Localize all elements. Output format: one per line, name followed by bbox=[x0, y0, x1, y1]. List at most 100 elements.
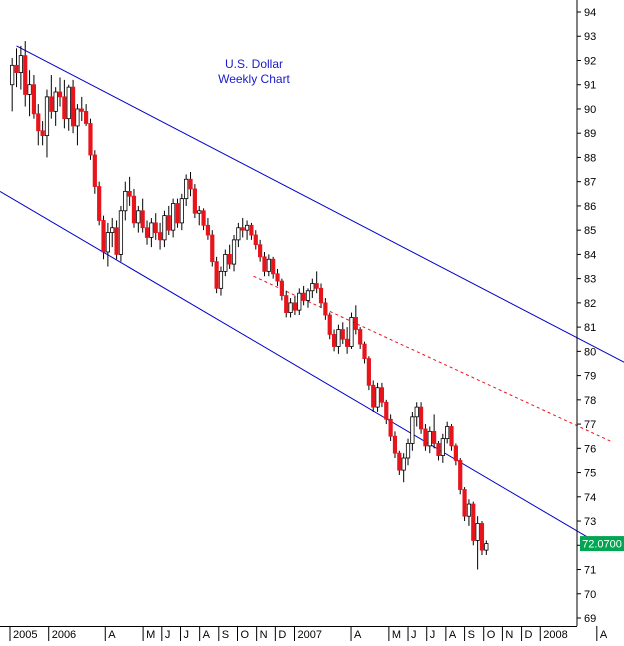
candle-body-up bbox=[10, 64, 15, 86]
candle-body-down bbox=[314, 283, 319, 289]
candle-body-down bbox=[79, 108, 84, 112]
candle bbox=[244, 220, 250, 240]
candle-body-down bbox=[262, 256, 267, 272]
candle bbox=[262, 251, 267, 277]
candle bbox=[410, 411, 415, 451]
candle bbox=[345, 327, 350, 354]
candle-body-up bbox=[305, 290, 311, 301]
candles bbox=[10, 41, 489, 570]
y-tick-label: 94 bbox=[584, 7, 596, 19]
candle bbox=[358, 327, 363, 349]
candle bbox=[423, 424, 428, 451]
candle-body-up bbox=[44, 96, 50, 137]
candle-body-down bbox=[345, 338, 350, 347]
candle-body-down bbox=[49, 96, 54, 112]
last-price-tag: 72.0700 bbox=[580, 536, 624, 552]
x-tick-label: O bbox=[487, 629, 496, 641]
candle bbox=[475, 516, 480, 570]
candle-body-down bbox=[70, 86, 76, 127]
candle bbox=[14, 48, 19, 88]
candle bbox=[114, 220, 119, 260]
y-tick-label: 77 bbox=[584, 419, 596, 431]
candle bbox=[227, 244, 232, 269]
candle bbox=[201, 208, 206, 231]
candle-body-down bbox=[384, 401, 389, 420]
candle-body-down bbox=[323, 302, 328, 316]
lower-channel-line bbox=[0, 190, 598, 544]
chart-title: U.S. Dollar bbox=[225, 57, 283, 71]
x-tick-label: N bbox=[505, 629, 513, 641]
candle-body-down bbox=[157, 232, 163, 241]
candle-body-down bbox=[362, 343, 367, 360]
candle-body-up bbox=[171, 203, 176, 231]
candle bbox=[414, 402, 419, 427]
candle-body-down bbox=[188, 178, 193, 190]
candle-body-down bbox=[153, 222, 158, 233]
candle-body-down bbox=[23, 55, 28, 95]
candle-body-down bbox=[418, 406, 424, 430]
candle-body-down bbox=[284, 295, 289, 313]
candle bbox=[97, 181, 102, 226]
y-tick-label: 82 bbox=[584, 298, 596, 310]
candle bbox=[297, 288, 302, 315]
candle bbox=[136, 205, 141, 233]
y-tick-label: 81 bbox=[584, 322, 596, 334]
candle bbox=[62, 79, 67, 129]
upper-channel-line bbox=[16, 45, 624, 363]
candle bbox=[184, 174, 189, 206]
x-tick-label: N bbox=[260, 629, 268, 641]
candle bbox=[336, 324, 341, 354]
candle-body-down bbox=[292, 302, 298, 311]
y-tick-label: 76 bbox=[584, 443, 596, 455]
trend-lines bbox=[0, 45, 624, 544]
candle bbox=[149, 218, 154, 248]
candle-body-up bbox=[18, 55, 23, 74]
y-tick-label: 92 bbox=[584, 55, 596, 67]
x-tick-label: J bbox=[165, 629, 171, 641]
candle bbox=[305, 288, 311, 308]
candle-body-down bbox=[253, 234, 258, 246]
candle bbox=[323, 298, 328, 320]
candle bbox=[405, 438, 411, 466]
candle-body-up bbox=[440, 438, 445, 456]
candle-body-up bbox=[401, 457, 406, 471]
candle bbox=[240, 218, 245, 238]
y-tick-label: 90 bbox=[584, 104, 596, 116]
candle-body-up bbox=[236, 227, 241, 241]
candle bbox=[171, 198, 176, 238]
last-price-tag-background bbox=[580, 536, 624, 552]
candle bbox=[253, 230, 258, 250]
candle bbox=[284, 290, 289, 318]
candle-body-down bbox=[275, 273, 280, 282]
candle bbox=[314, 271, 319, 294]
x-tick-label: 2008 bbox=[543, 629, 567, 641]
candle-body-up bbox=[179, 198, 184, 224]
y-tick-label: 78 bbox=[584, 395, 596, 407]
candle bbox=[231, 235, 237, 272]
y-tick-label: 79 bbox=[584, 371, 596, 383]
candle bbox=[31, 75, 37, 119]
x-axis-ticks: 20052006AMJJASOND2007AMJJASOND2008AMJ bbox=[9, 626, 608, 641]
candle-body-down bbox=[353, 317, 358, 330]
x-tick-label: A bbox=[449, 629, 457, 641]
candle bbox=[388, 414, 393, 442]
candle-body-down bbox=[62, 96, 67, 120]
candle bbox=[40, 121, 45, 146]
candle-body-down bbox=[340, 329, 345, 340]
candle-body-down bbox=[210, 234, 215, 263]
candle-body-down bbox=[458, 460, 463, 490]
candle-body-down bbox=[240, 227, 245, 231]
x-tick-label: 2007 bbox=[297, 629, 321, 641]
candle bbox=[27, 70, 32, 117]
candle bbox=[192, 184, 197, 219]
candle bbox=[205, 218, 211, 240]
x-tick-label: M bbox=[146, 629, 155, 641]
x-tick-label: A bbox=[203, 629, 211, 641]
candle-body-up bbox=[118, 210, 124, 255]
candle bbox=[79, 96, 84, 122]
candle bbox=[140, 198, 145, 233]
y-tick-label: 71 bbox=[584, 565, 596, 577]
candle-body-down bbox=[192, 188, 197, 214]
